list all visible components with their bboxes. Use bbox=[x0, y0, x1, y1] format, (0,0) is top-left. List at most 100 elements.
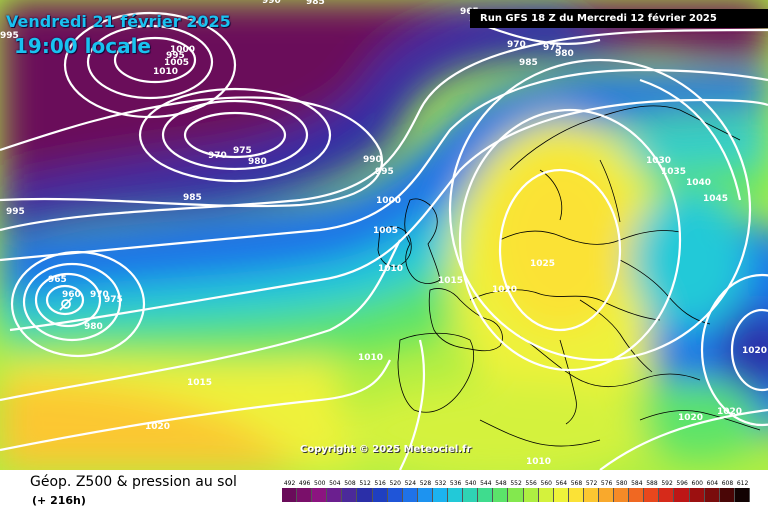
copyright: Copyright © 2025 Meteociel.fr bbox=[300, 444, 472, 455]
colorbar-tick-label: 592 bbox=[661, 480, 673, 487]
low-center-marker bbox=[59, 297, 73, 311]
isobar-label: 1020 bbox=[492, 285, 517, 295]
isobars bbox=[0, 11, 768, 470]
colorbar-swatch bbox=[508, 488, 524, 502]
legend-footer: Géop. Z500 & pression au sol (+ 216h) 49… bbox=[0, 470, 768, 512]
isobar-label: 975 bbox=[104, 295, 123, 305]
colorbar-tick-label: 556 bbox=[525, 480, 537, 487]
product-title: Géop. Z500 & pression au sol bbox=[30, 474, 237, 490]
isobar-label: 980 bbox=[84, 322, 103, 332]
colorbar-swatch bbox=[448, 488, 464, 502]
colorbar-swatch bbox=[297, 488, 313, 502]
colorbar-swatch bbox=[282, 488, 298, 502]
isobar-label: 995 bbox=[6, 207, 25, 217]
isobar-label: 1000 bbox=[170, 45, 195, 55]
colorbar-tick-label: 612 bbox=[736, 480, 749, 487]
colorbar-tick-label: 524 bbox=[404, 480, 417, 487]
isobar-label: 995 bbox=[375, 167, 394, 177]
isobar-label: 975 bbox=[543, 43, 562, 53]
isobar-label: 980 bbox=[248, 157, 267, 167]
colorbar-swatch bbox=[568, 488, 584, 502]
colorbar-swatch bbox=[734, 488, 750, 502]
isobar-label: 1020 bbox=[717, 407, 742, 417]
colorbar-tick-label: 516 bbox=[374, 480, 386, 487]
colorbar-tick-label: 540 bbox=[465, 480, 477, 487]
colorbar-swatch bbox=[553, 488, 569, 502]
isobar-label: 1020 bbox=[678, 413, 703, 423]
isobar-label: 1040 bbox=[686, 178, 711, 188]
isobar-label: 985 bbox=[519, 58, 538, 68]
colorbar-swatch bbox=[327, 488, 343, 502]
isobar-label: 995 bbox=[166, 51, 185, 61]
colorbar-tick-label: 576 bbox=[600, 480, 613, 487]
colorbar-tick-label: 544 bbox=[480, 480, 492, 487]
isobar-label: 970 bbox=[507, 40, 526, 50]
isobar-label: 970 bbox=[90, 290, 109, 300]
colorbar-tick-label: 608 bbox=[721, 480, 734, 487]
colorbar-tick-label: 552 bbox=[510, 480, 522, 487]
colorbar-swatch bbox=[493, 488, 509, 502]
colorbar-tick-label: 504 bbox=[329, 480, 341, 487]
colorbar-tick-label: 492 bbox=[283, 480, 296, 487]
colorbar-tick-label: 572 bbox=[585, 480, 598, 487]
colorbar-tick-label: 564 bbox=[555, 480, 568, 487]
isobar-label: 965 bbox=[48, 275, 67, 285]
isobar-label: 1015 bbox=[187, 378, 212, 388]
colorbar-swatch bbox=[312, 488, 328, 502]
colorbar-tick-label: 548 bbox=[495, 480, 507, 487]
isobar-label: 990 bbox=[262, 0, 281, 6]
colorbar-swatch bbox=[417, 488, 433, 502]
colorbar-swatch bbox=[583, 488, 599, 502]
colorbar-tick-label: 588 bbox=[646, 480, 658, 487]
isobar-labels: 995 1000 1005 1010 995 970 975 980 985 9… bbox=[0, 0, 767, 467]
colorbar-swatch bbox=[538, 488, 554, 502]
colorbar-tick-label: 604 bbox=[706, 480, 719, 487]
isobar-label: 985 bbox=[306, 0, 325, 7]
isobar-label: 960 bbox=[62, 290, 81, 300]
colorbar-swatch bbox=[659, 488, 675, 502]
valid-time: 19:00 locale bbox=[14, 34, 151, 58]
colorbar-swatch bbox=[387, 488, 403, 502]
isobar-label: 965 bbox=[460, 7, 479, 17]
colorbar-tick-label: 596 bbox=[676, 480, 688, 487]
colorbar-tick-label: 532 bbox=[434, 480, 447, 487]
colorbar-tick-label: 512 bbox=[359, 480, 371, 487]
isobar-label: 995 bbox=[0, 31, 19, 41]
isobar-label: 975 bbox=[233, 146, 252, 156]
colorbar-swatch bbox=[432, 488, 449, 502]
coastlines bbox=[377, 105, 761, 447]
colorbar-tick-label: 584 bbox=[631, 480, 643, 487]
isobar-label: 985 bbox=[183, 193, 202, 203]
forecast-hour: (+ 216h) bbox=[32, 494, 86, 507]
map-panel: 995 1000 1005 1010 995 970 975 980 985 9… bbox=[0, 0, 768, 470]
colorbar-swatch bbox=[463, 488, 479, 502]
colorbar-tick-label: 508 bbox=[344, 480, 356, 487]
isobar-label: 1015 bbox=[438, 276, 463, 286]
colorbar-swatch bbox=[523, 488, 539, 502]
isobar-label: 1025 bbox=[530, 259, 555, 269]
colorbar-swatch bbox=[372, 488, 388, 502]
colorbar-swatch bbox=[598, 488, 615, 502]
isobar-label: 970 bbox=[208, 151, 227, 161]
isobar-label: 1030 bbox=[646, 156, 671, 166]
colorbar-swatch bbox=[719, 488, 735, 502]
colorbar-swatch bbox=[674, 488, 690, 502]
isobar-label: 1010 bbox=[378, 264, 403, 274]
isobar-label: 1010 bbox=[358, 353, 383, 363]
colorbar bbox=[282, 488, 750, 502]
run-info: Run GFS 18 Z du Mercredi 12 février 2025 bbox=[470, 9, 768, 28]
isobar-label: 1020 bbox=[145, 422, 170, 432]
colorbar-swatch bbox=[629, 488, 645, 502]
colorbar-tick-label: 528 bbox=[419, 480, 432, 487]
colorbar-swatch bbox=[478, 488, 494, 502]
isobar-label: 990 bbox=[363, 155, 382, 165]
colorbar-swatch bbox=[644, 488, 660, 502]
colorbar-tick-label: 496 bbox=[298, 480, 311, 487]
valid-date: Vendredi 21 février 2025 bbox=[6, 12, 231, 31]
colorbar-tick-label: 520 bbox=[389, 480, 401, 487]
isobar-label: 1010 bbox=[526, 457, 551, 467]
isobar-label: 1035 bbox=[661, 167, 686, 177]
isobar-label: 1020 bbox=[742, 346, 767, 356]
colorbar-swatch bbox=[402, 488, 418, 502]
